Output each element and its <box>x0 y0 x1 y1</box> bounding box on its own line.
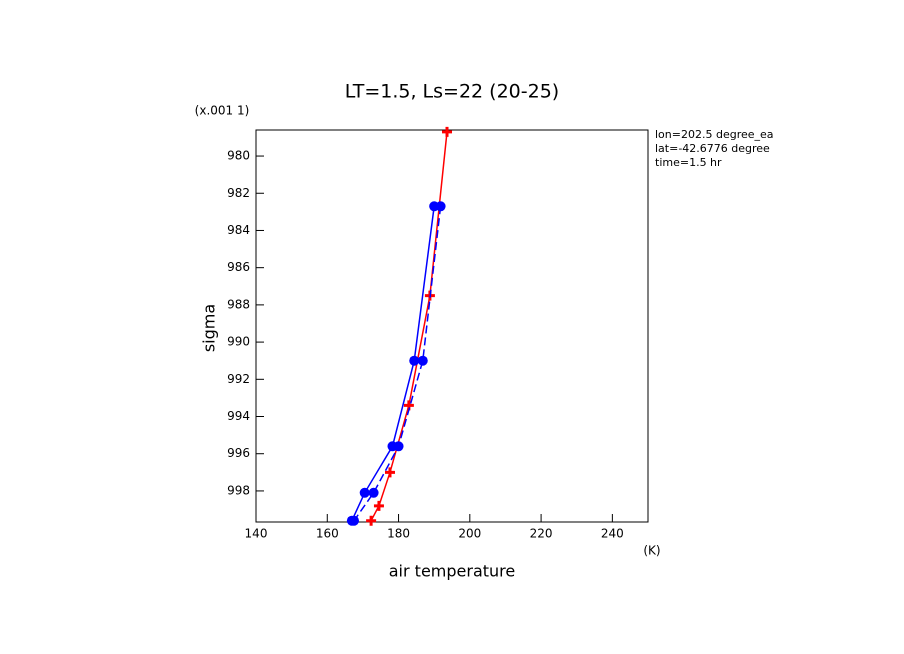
y-tick-label: 992 <box>227 372 250 386</box>
chart-title: LT=1.5, Ls=22 (20-25) <box>345 81 559 103</box>
y-tick-label: 996 <box>227 446 250 460</box>
marker <box>435 201 446 212</box>
marker <box>359 487 370 498</box>
y-tick-label: 984 <box>227 223 250 237</box>
marker <box>393 441 404 452</box>
y-tick-label: 998 <box>227 483 250 497</box>
x-tick-label: 160 <box>316 527 339 541</box>
y-tick-label: 994 <box>227 409 250 423</box>
y-tick-label: 980 <box>227 149 250 163</box>
annotation: lat=-42.6776 degree <box>655 142 770 155</box>
marker <box>349 515 359 526</box>
x-axis-label: air temperature <box>389 562 515 581</box>
y-axis-label: sigma <box>200 304 219 352</box>
plot-frame <box>255 129 649 523</box>
marker <box>384 467 395 478</box>
x-tick-label: 180 <box>387 527 410 541</box>
annotations: lon=202.5 degree_ea lat=-42.6776 degree … <box>655 128 774 169</box>
y-tick-label: 982 <box>227 186 250 200</box>
marker <box>373 500 384 511</box>
marker <box>409 355 420 366</box>
x-units: (K) <box>643 544 660 558</box>
annotation: lon=202.5 degree_ea <box>655 128 774 141</box>
y-tick-label: 986 <box>227 260 250 274</box>
x-tick-label: 140 <box>245 527 268 541</box>
y-multiplier: (x.001 1) <box>195 104 250 118</box>
marker <box>366 515 377 526</box>
x-tick-label: 240 <box>601 527 624 541</box>
annotation: time=1.5 hr <box>655 156 722 169</box>
x-tick-label: 220 <box>530 527 553 541</box>
y-tick-label: 988 <box>227 297 250 311</box>
marker <box>442 126 453 137</box>
marker <box>417 355 428 366</box>
y-tick-label: 990 <box>227 335 250 349</box>
x-tick-label: 200 <box>458 527 481 541</box>
marker <box>368 487 379 498</box>
